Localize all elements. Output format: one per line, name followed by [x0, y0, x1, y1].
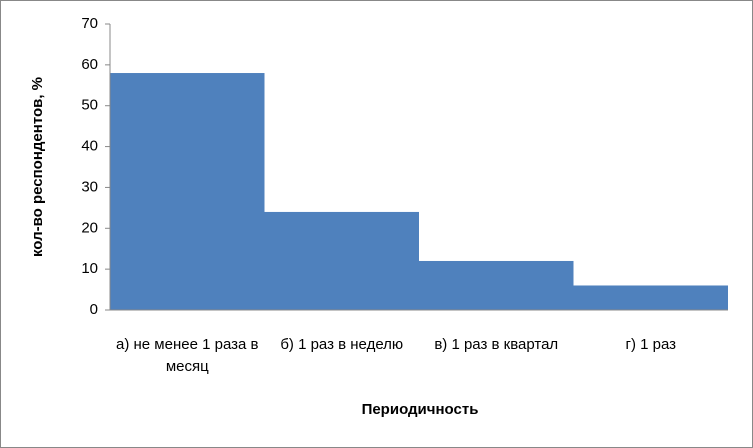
y-axis-label: кол-во респондентов, % [29, 77, 46, 257]
y-tick-label: 30 [81, 178, 98, 195]
bar [419, 260, 574, 310]
x-axis-label: Периодичность [362, 401, 479, 418]
bar [573, 285, 728, 310]
x-tick-label: б) 1 раз в неделю [280, 336, 404, 353]
bar [110, 73, 265, 311]
bar [264, 211, 419, 310]
y-tick-label: 50 [81, 97, 98, 114]
y-tick-label: 70 [81, 15, 98, 32]
y-tick-label: 40 [81, 138, 98, 155]
y-tick-label: 10 [81, 260, 98, 277]
x-tick-label: г) 1 раз [625, 336, 677, 353]
y-tick-label: 20 [81, 219, 98, 236]
y-tick-label: 0 [90, 301, 98, 318]
y-tick-label: 60 [81, 56, 98, 73]
x-tick-label: а) не менее 1 раза в месяц [116, 336, 259, 375]
x-tick-label: в) 1 раз в квартал [434, 336, 559, 353]
